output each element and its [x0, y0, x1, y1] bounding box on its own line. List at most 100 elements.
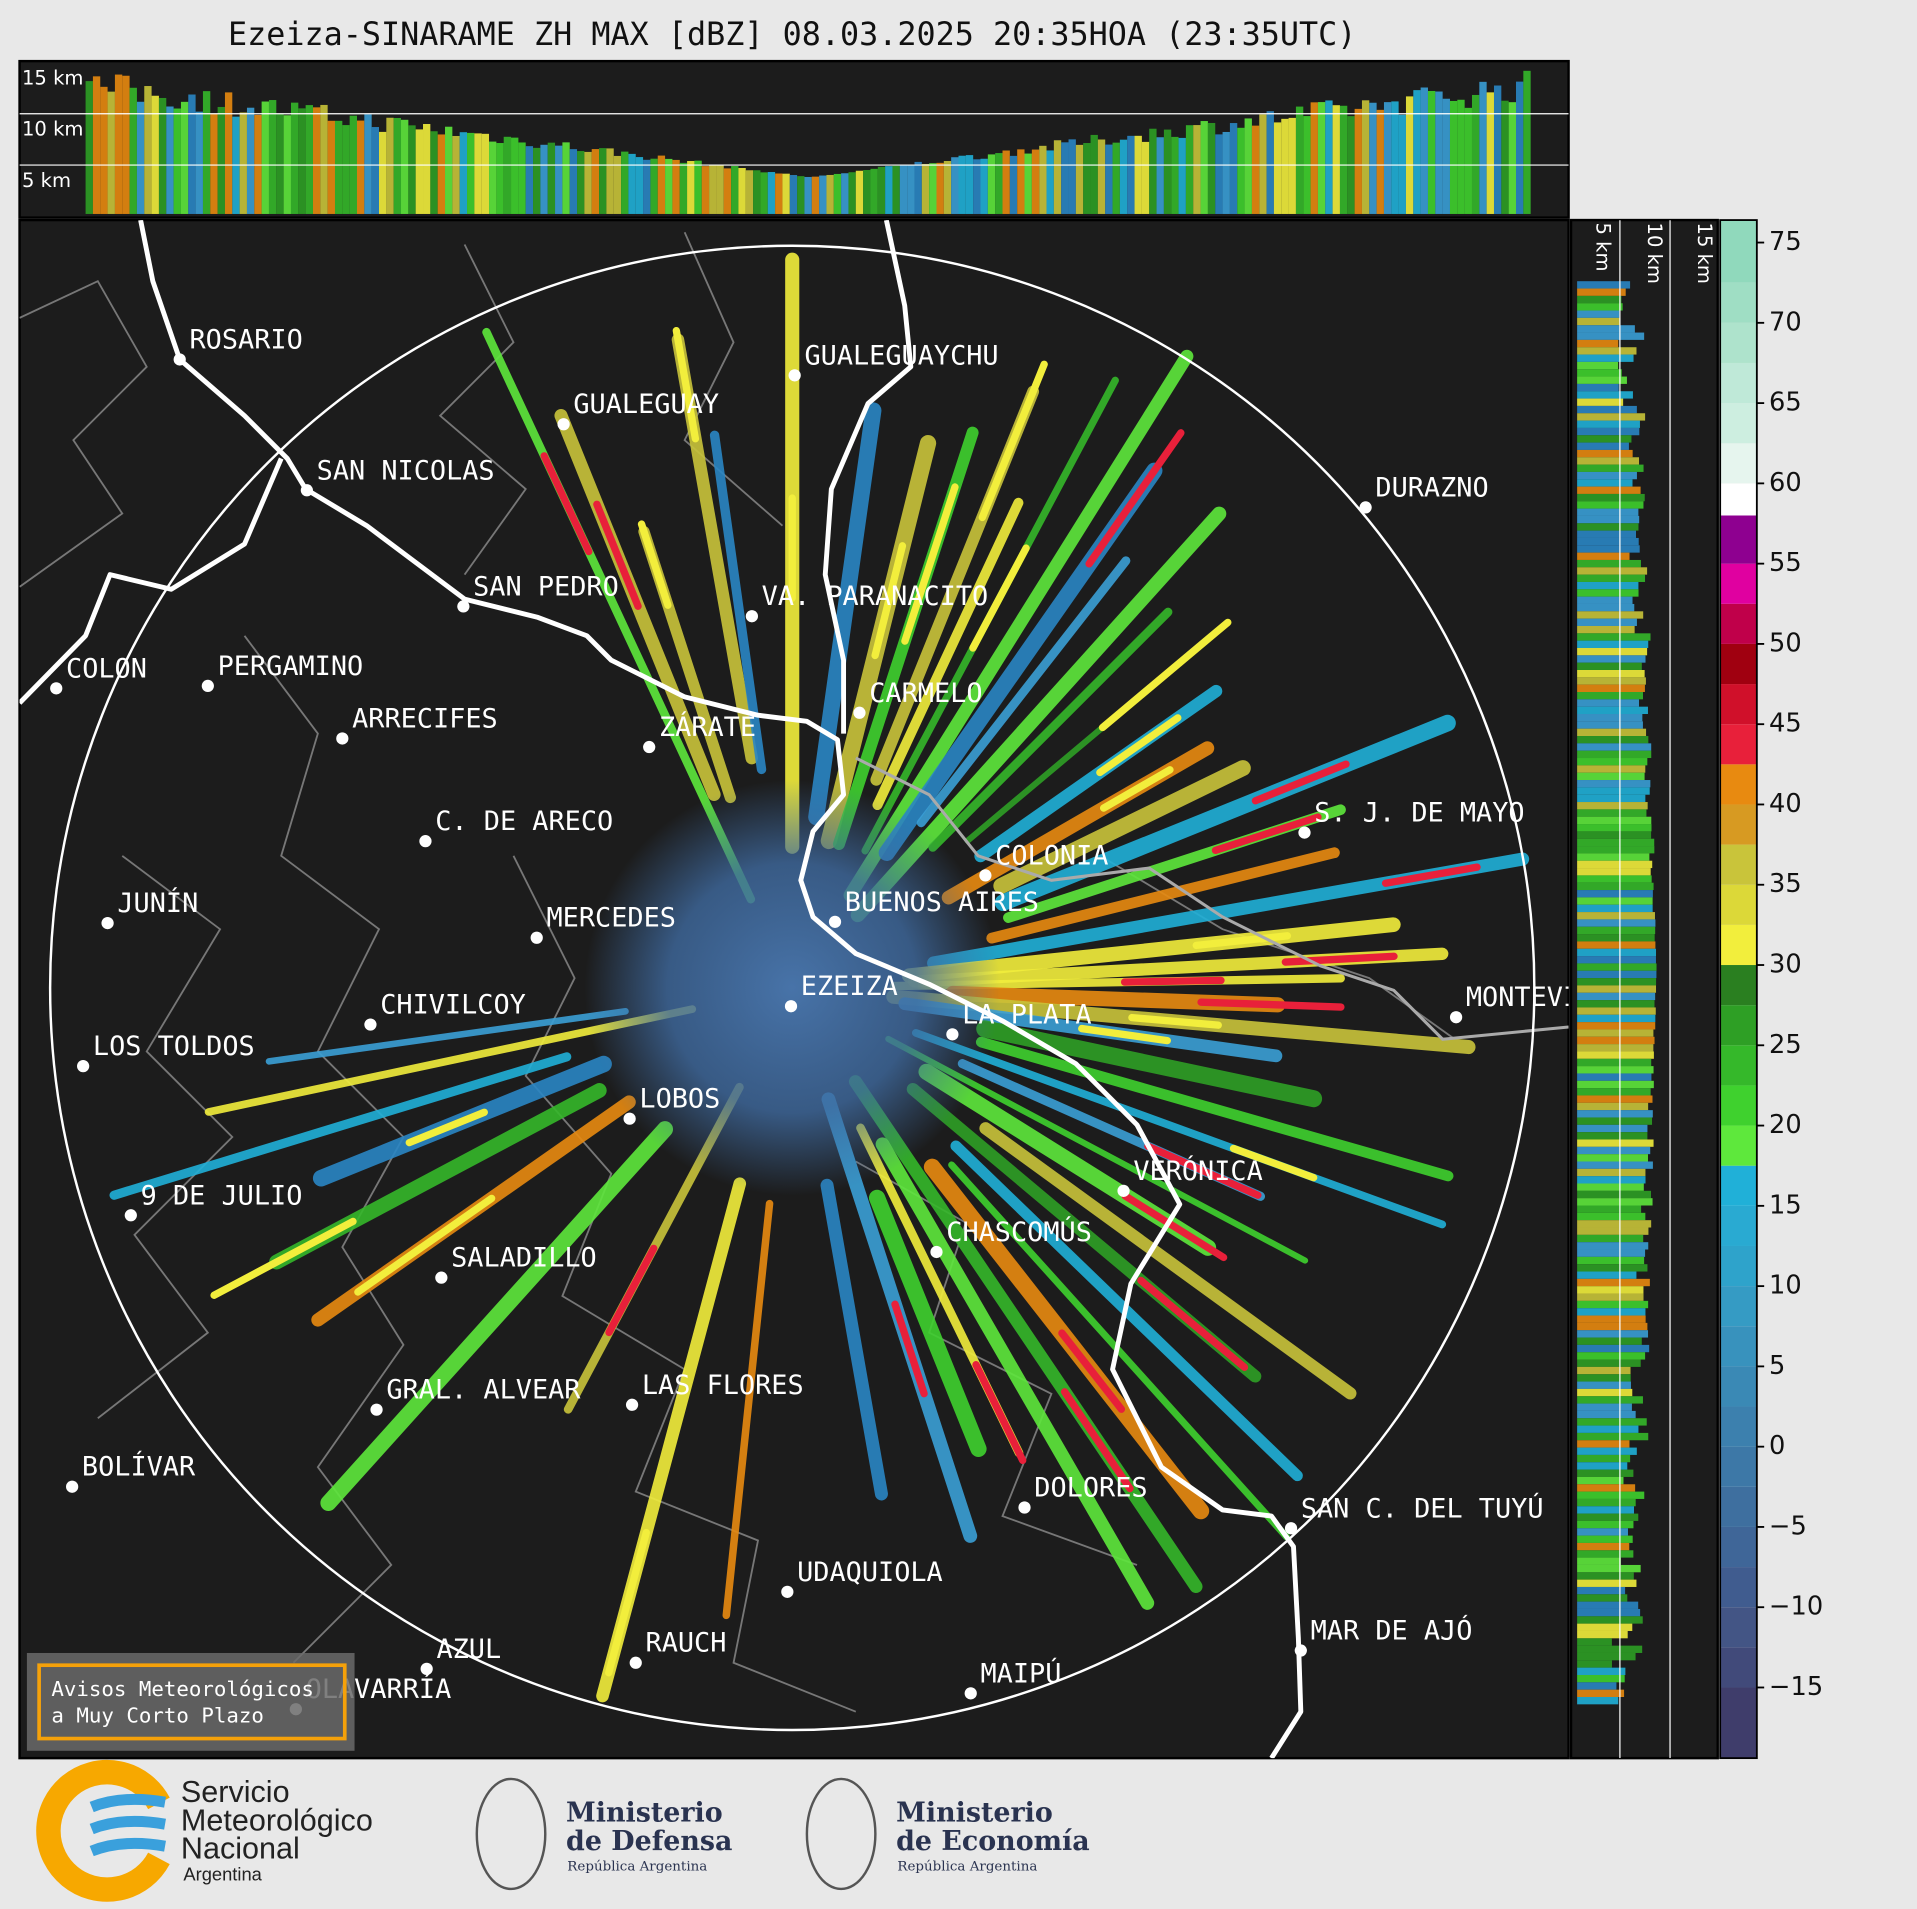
city-label: ARRECIFES — [352, 703, 498, 734]
echo-ray — [993, 760, 1251, 894]
xs-row — [1577, 1300, 1649, 1309]
xs-column — [943, 161, 952, 214]
xs-row — [1577, 1579, 1637, 1587]
xs-row — [1577, 1484, 1636, 1492]
xs-column — [144, 86, 152, 214]
city-dot — [964, 1687, 977, 1700]
colorbar-band — [1720, 684, 1757, 725]
city-dot — [784, 1000, 798, 1013]
xs-column — [1185, 125, 1194, 214]
city-dot — [101, 916, 114, 930]
city-label: JUNÍN — [117, 887, 198, 919]
xs-column — [701, 166, 710, 214]
echo-ray — [872, 497, 1024, 811]
xs-row — [1577, 750, 1652, 759]
city-dot — [435, 1271, 448, 1284]
xs-row — [1577, 508, 1639, 516]
xs-column — [327, 120, 335, 214]
city-label: CHASCOMÚS — [946, 1216, 1092, 1248]
xs-row — [1577, 1286, 1644, 1294]
xs-row — [1577, 1337, 1642, 1345]
city-label: VA. PARANACITO — [762, 581, 989, 612]
xs-column — [1031, 149, 1040, 214]
echo-ray — [979, 1122, 1357, 1400]
xs-column — [687, 161, 695, 214]
xs-column — [1112, 142, 1120, 214]
xs-row — [1577, 714, 1643, 722]
city-dot — [623, 1112, 636, 1125]
xs-column — [606, 148, 614, 214]
xs-column — [1156, 137, 1164, 214]
xs-column — [1068, 139, 1076, 214]
echo-core — [1099, 766, 1174, 812]
coat-of-arms — [805, 1777, 877, 1891]
xs-column — [1046, 150, 1054, 214]
xs-row — [1577, 361, 1619, 370]
xs-row — [1577, 1652, 1636, 1661]
xs-column — [599, 148, 607, 214]
range-ring — [48, 244, 1536, 1732]
xs-column — [665, 158, 673, 214]
xs-row — [1577, 684, 1645, 693]
xs-column — [1053, 140, 1062, 214]
xs-column — [1097, 139, 1106, 214]
xs-column — [621, 151, 629, 214]
colorbar-band — [1720, 1245, 1757, 1287]
xs-column — [1075, 144, 1084, 214]
xs-column — [401, 119, 409, 214]
xs-row — [1577, 1476, 1624, 1485]
colorbar-tick-label: 40 — [1769, 789, 1802, 819]
notice-border — [37, 1663, 347, 1741]
xs-column — [1105, 144, 1113, 214]
xs-row — [1577, 310, 1620, 318]
echo-core — [1078, 1024, 1172, 1045]
echo-ray — [109, 1052, 572, 1200]
xs-row — [1577, 295, 1622, 304]
city-dot — [745, 610, 758, 623]
xs-column — [151, 95, 159, 214]
xs-row — [1577, 471, 1637, 480]
city-label: ZÁRATE — [659, 711, 756, 743]
colorbar-band — [1720, 1526, 1757, 1568]
xs-column — [445, 126, 453, 214]
echo-core — [1197, 998, 1345, 1011]
city-dot — [643, 740, 656, 754]
xs-column — [1149, 128, 1157, 214]
colorbar-band — [1720, 1125, 1757, 1166]
xs-column — [129, 87, 137, 214]
echo-core — [871, 542, 907, 660]
xs-row — [1577, 721, 1643, 729]
echo-core — [540, 452, 593, 556]
colorbar-band — [1720, 1366, 1757, 1407]
city-label: SAN NICOLAS — [317, 455, 495, 486]
xs-row — [1577, 479, 1633, 487]
xs-column — [929, 163, 937, 214]
xs-column — [503, 136, 512, 214]
xs-row — [1577, 1594, 1628, 1602]
xs-column — [1002, 150, 1010, 214]
xs-row — [1577, 699, 1640, 707]
xs-row — [1577, 758, 1648, 766]
xs-column — [650, 158, 658, 214]
echo-core — [901, 483, 959, 645]
notice-box: Avisos Meteorológicos a Muy Corto Plazo — [26, 1652, 355, 1751]
xs-row — [1577, 1689, 1625, 1697]
colorbar-band — [1720, 965, 1757, 1006]
city-dot — [300, 484, 313, 497]
xs-row — [1577, 574, 1646, 582]
xs-row — [1577, 1146, 1651, 1155]
colorbar-band — [1720, 403, 1757, 444]
xs-row — [1577, 435, 1632, 443]
xs-row — [1577, 413, 1646, 421]
xs-row — [1577, 1022, 1656, 1030]
echo-core — [1137, 1276, 1249, 1372]
xs-row — [1577, 1608, 1641, 1617]
xs-row — [1577, 354, 1634, 362]
xs-row — [1577, 1315, 1646, 1323]
xs-column — [643, 159, 651, 214]
xs-row — [1577, 596, 1633, 604]
xs-column — [1332, 105, 1340, 214]
xs-row — [1577, 633, 1651, 641]
xs-column — [1251, 125, 1260, 214]
xs-row — [1577, 1462, 1628, 1470]
